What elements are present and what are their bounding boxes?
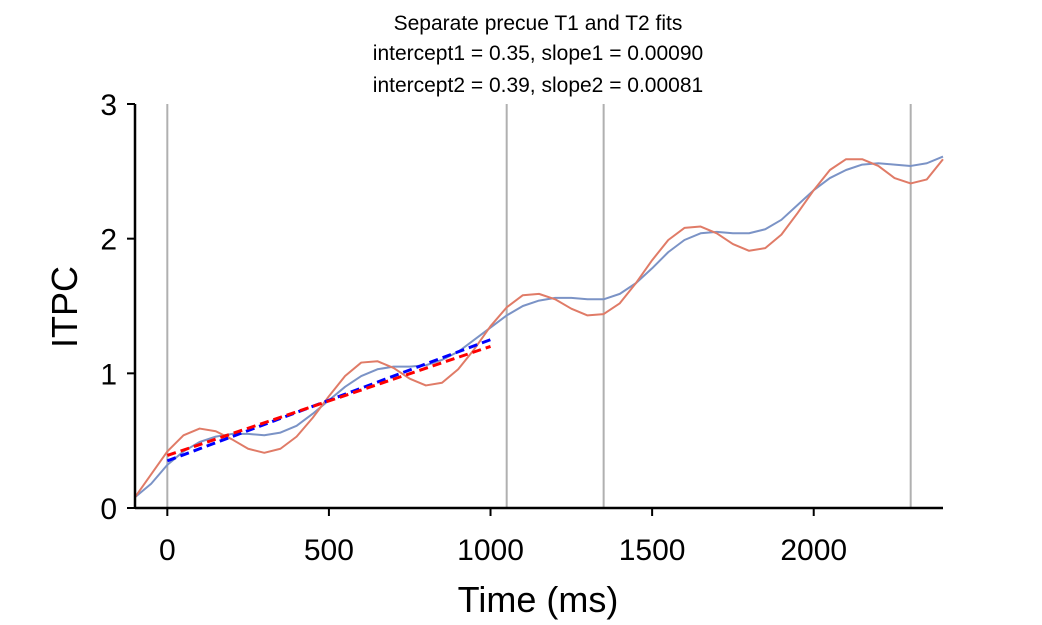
itpc-curve-2 <box>134 158 944 498</box>
x-tick-label: 1500 <box>619 534 686 567</box>
itpc-curve-1 <box>134 155 944 498</box>
vertical-marker-lines <box>166 104 912 508</box>
chart-title-line-3: intercept2 = 0.39, slope2 = 0.00081 <box>373 74 703 97</box>
y-ticks: 0 1 2 3 <box>100 89 135 526</box>
x-tick-label: 0 <box>159 534 176 567</box>
chart-title-line-1: Separate precue T1 and T2 fits <box>394 12 683 35</box>
series-lines <box>134 155 944 498</box>
y-tick-label: 3 <box>100 89 117 122</box>
chart-title-line-2: intercept1 = 0.35, slope1 = 0.00090 <box>373 42 703 65</box>
axes <box>133 104 943 510</box>
y-tick-label: 1 <box>100 358 117 391</box>
y-axis-label: ITPC <box>44 266 85 348</box>
chart-title: Separate precue T1 and T2 fits intercept… <box>373 12 703 97</box>
fit-line-2 <box>166 344 491 457</box>
x-tick-label: 500 <box>304 534 354 567</box>
x-tick-label: 1000 <box>457 534 524 567</box>
x-axis-label: Time (ms) <box>458 579 619 620</box>
x-tick-label: 2000 <box>780 534 847 567</box>
y-tick-label: 0 <box>100 493 117 526</box>
x-ticks: 0 500 1000 1500 2000 <box>159 508 847 567</box>
y-tick-label: 2 <box>100 224 117 257</box>
